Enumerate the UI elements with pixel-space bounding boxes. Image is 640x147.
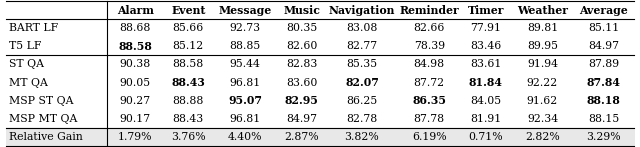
Text: 92.34: 92.34 (527, 113, 558, 123)
Text: 87.84: 87.84 (587, 77, 621, 88)
Text: 82.83: 82.83 (286, 60, 317, 70)
Text: 84.97: 84.97 (286, 113, 317, 123)
Text: 88.85: 88.85 (229, 41, 260, 51)
Text: Weather: Weather (517, 5, 568, 16)
Text: 2.82%: 2.82% (525, 132, 560, 142)
Text: 3.76%: 3.76% (171, 132, 205, 142)
Text: 87.72: 87.72 (413, 77, 445, 87)
Text: 95.44: 95.44 (230, 60, 260, 70)
Text: 82.07: 82.07 (345, 77, 379, 88)
Text: 91.94: 91.94 (527, 60, 558, 70)
Text: Reminder: Reminder (399, 5, 459, 16)
Text: 4.40%: 4.40% (228, 132, 262, 142)
Text: 91.62: 91.62 (527, 96, 558, 106)
Text: 82.95: 82.95 (285, 95, 319, 106)
Text: 81.91: 81.91 (470, 113, 502, 123)
Text: 86.35: 86.35 (412, 95, 446, 106)
Text: 85.12: 85.12 (173, 41, 204, 51)
Text: Event: Event (171, 5, 205, 16)
Text: 85.66: 85.66 (173, 24, 204, 34)
Text: 90.17: 90.17 (120, 113, 151, 123)
Text: MT QA: MT QA (9, 77, 48, 87)
Text: 85.11: 85.11 (588, 24, 620, 34)
Text: 95.07: 95.07 (228, 95, 262, 106)
Text: Timer: Timer (468, 5, 504, 16)
Text: 0.71%: 0.71% (468, 132, 503, 142)
Text: 88.58: 88.58 (173, 60, 204, 70)
Text: 96.81: 96.81 (229, 113, 260, 123)
Text: 3.29%: 3.29% (587, 132, 621, 142)
Text: MSP MT QA: MSP MT QA (9, 113, 77, 123)
Text: 88.43: 88.43 (173, 113, 204, 123)
Text: 88.68: 88.68 (120, 24, 151, 34)
Text: 3.82%: 3.82% (344, 132, 380, 142)
Text: 88.18: 88.18 (587, 95, 621, 106)
Text: 83.46: 83.46 (470, 41, 502, 51)
Text: 83.61: 83.61 (470, 60, 502, 70)
Text: MSP ST QA: MSP ST QA (9, 96, 74, 106)
Text: 82.77: 82.77 (346, 41, 378, 51)
Text: 88.58: 88.58 (118, 41, 152, 52)
Text: Music: Music (283, 5, 320, 16)
Text: 6.19%: 6.19% (412, 132, 447, 142)
Text: 2.87%: 2.87% (284, 132, 319, 142)
Text: 84.05: 84.05 (470, 96, 501, 106)
Text: 89.95: 89.95 (527, 41, 558, 51)
Text: 86.25: 86.25 (346, 96, 378, 106)
Text: 84.97: 84.97 (588, 41, 620, 51)
Text: 89.81: 89.81 (527, 24, 558, 34)
Text: 90.27: 90.27 (120, 96, 151, 106)
Text: 78.39: 78.39 (413, 41, 445, 51)
Text: 88.15: 88.15 (588, 113, 620, 123)
Text: Message: Message (218, 5, 271, 16)
Text: 83.08: 83.08 (346, 24, 378, 34)
Text: Navigation: Navigation (329, 5, 395, 16)
Text: 1.79%: 1.79% (118, 132, 152, 142)
Text: Alarm: Alarm (117, 5, 154, 16)
Text: 90.05: 90.05 (120, 77, 151, 87)
Text: 80.35: 80.35 (286, 24, 317, 34)
Text: T5 LF: T5 LF (9, 41, 42, 51)
Text: 96.81: 96.81 (229, 77, 260, 87)
Text: BART LF: BART LF (9, 24, 58, 34)
Text: 92.73: 92.73 (229, 24, 260, 34)
Text: 81.84: 81.84 (469, 77, 503, 88)
Text: 84.98: 84.98 (413, 60, 445, 70)
Text: Relative Gain: Relative Gain (9, 132, 83, 142)
Text: 82.78: 82.78 (346, 113, 378, 123)
Text: 82.60: 82.60 (286, 41, 317, 51)
Text: 90.38: 90.38 (120, 60, 151, 70)
Text: ST QA: ST QA (9, 60, 44, 70)
Text: 87.89: 87.89 (588, 60, 620, 70)
Text: 83.60: 83.60 (286, 77, 317, 87)
Text: 85.35: 85.35 (346, 60, 378, 70)
Text: Average: Average (580, 5, 628, 16)
Text: 92.22: 92.22 (527, 77, 558, 87)
Text: 88.88: 88.88 (173, 96, 204, 106)
Text: 87.78: 87.78 (413, 113, 445, 123)
Text: 88.43: 88.43 (172, 77, 205, 88)
Text: 77.91: 77.91 (470, 24, 501, 34)
Text: 82.66: 82.66 (413, 24, 445, 34)
